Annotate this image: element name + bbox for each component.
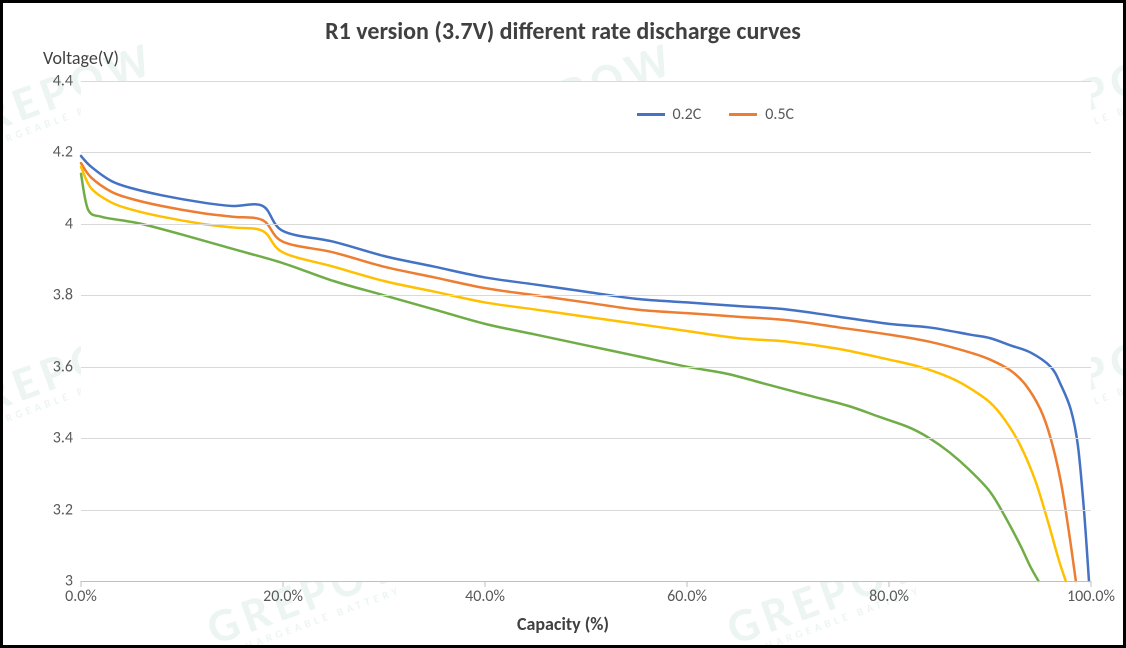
x-tick-label: 20.0% xyxy=(263,581,303,606)
y-tick-label: 4.2 xyxy=(53,143,81,162)
y-tick-label: 3.6 xyxy=(53,357,81,376)
legend-swatch xyxy=(729,113,757,116)
y-axis-title: Voltage(V) xyxy=(43,47,119,69)
x-axis-title: Capacity (%) xyxy=(3,613,1123,635)
legend-label: 0.5C xyxy=(765,105,794,124)
y-tick-label: 3.8 xyxy=(53,286,81,305)
gridline-h xyxy=(81,510,1091,511)
gridline-h xyxy=(81,295,1091,296)
x-tick-label: 60.0% xyxy=(667,581,707,606)
x-tick-label: 80.0% xyxy=(869,581,909,606)
gridline-h xyxy=(81,81,1091,82)
gridline-h xyxy=(81,152,1091,153)
plot-area: 33.23.43.63.844.24.40.0%20.0%40.0%60.0%8… xyxy=(81,81,1091,581)
gridline-h xyxy=(81,438,1091,439)
legend-label: 0.2C xyxy=(673,105,702,124)
legend: 0.2C 0.5C xyxy=(637,105,795,124)
x-tick-label: 40.0% xyxy=(465,581,505,606)
legend-item: 0.5C xyxy=(729,105,794,124)
gridline-h xyxy=(81,224,1091,225)
y-tick-label: 3.2 xyxy=(53,500,81,519)
y-tick-label: 4.4 xyxy=(53,72,81,91)
chart-lines xyxy=(81,81,1091,581)
y-tick-label: 4 xyxy=(65,214,81,233)
x-tick-label: 0.0% xyxy=(65,581,97,606)
x-tick-label: 100.0% xyxy=(1067,581,1115,606)
chart-title: R1 version (3.7V) different rate dischar… xyxy=(3,17,1123,46)
series-0.2C xyxy=(81,156,1089,581)
x-axis-line xyxy=(81,581,1091,582)
series-0.5C xyxy=(81,163,1076,581)
legend-item: 0.2C xyxy=(637,105,702,124)
series-2.0C xyxy=(81,174,1038,581)
series-1.0C xyxy=(81,167,1066,581)
chart-frame: GREPOWRECHARGEABLE BATTERY GREPOWRECHARG… xyxy=(0,0,1126,648)
gridline-h xyxy=(81,367,1091,368)
y-tick-label: 3.4 xyxy=(53,429,81,448)
legend-swatch xyxy=(637,113,665,116)
